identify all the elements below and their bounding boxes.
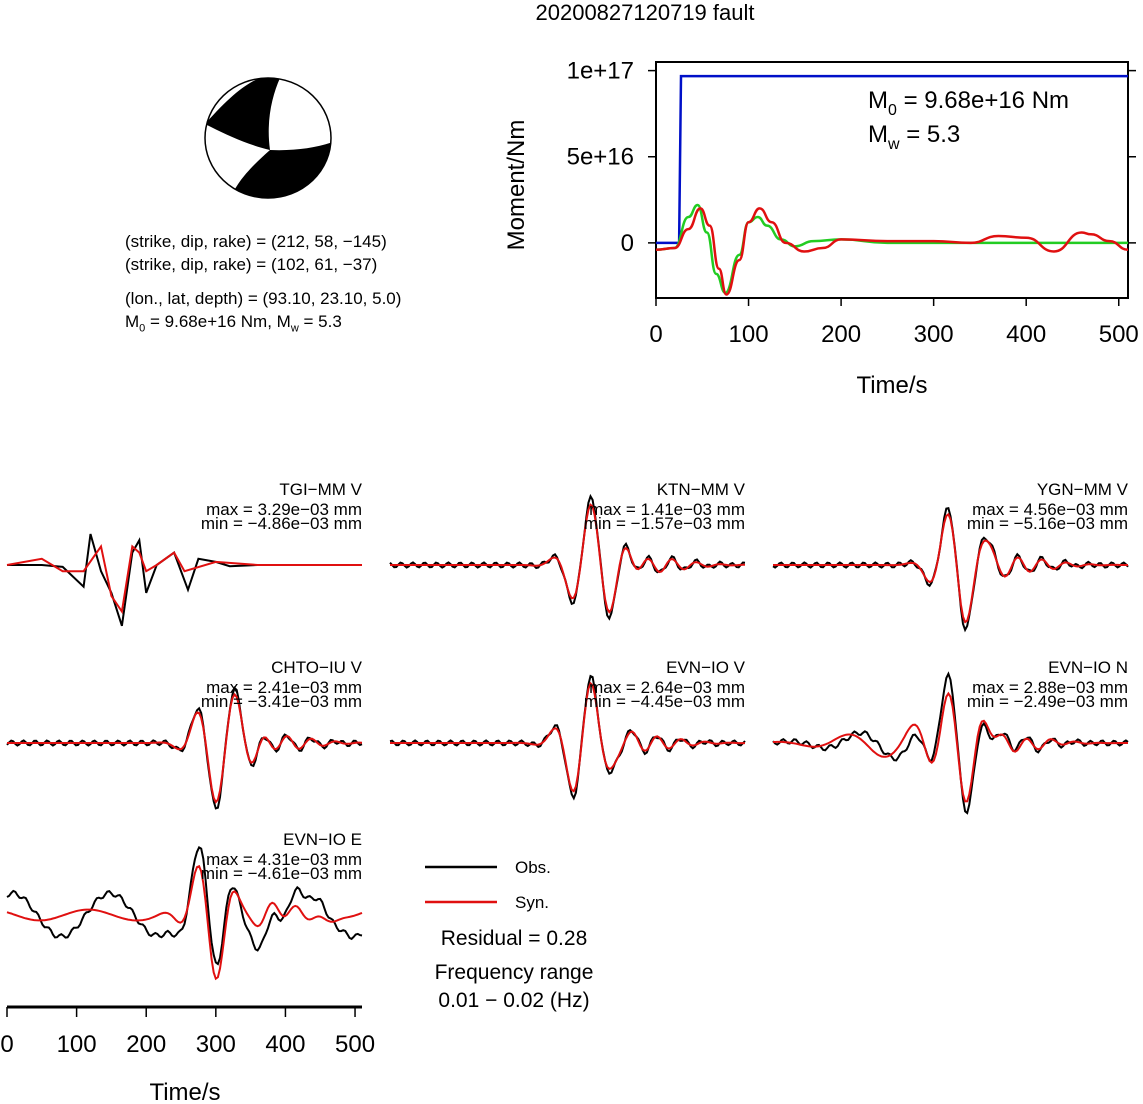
nodal-plane-1: (strike, dip, rake) = (212, 58, −145)	[125, 232, 387, 251]
max-amplitude-label: max = 2.64e−03 mm	[589, 678, 745, 697]
max-amplitude-label: max = 2.41e−03 mm	[206, 678, 362, 697]
mw-annotation: Mw = 5.3	[868, 121, 960, 153]
max-amplitude-label: max = 4.56e−03 mm	[972, 500, 1128, 519]
nodal-plane-2: (strike, dip, rake) = (102, 61, −37)	[125, 255, 378, 274]
synthetic-trace	[7, 692, 363, 804]
y-tick-label: 0	[621, 230, 634, 257]
x-tick-label: 300	[914, 321, 954, 348]
x-tick-label: 500	[1099, 321, 1139, 348]
time-tick-label: 300	[196, 1031, 236, 1058]
m0-subscript: 0	[139, 322, 146, 335]
max-amplitude-label: max = 1.41e−03 mm	[589, 500, 745, 519]
time-axis-label: Time/s	[149, 1079, 220, 1104]
mw-value: = 5.3	[298, 312, 342, 331]
synthetic-trace	[6, 864, 363, 981]
moment-summary: M0 = 9.68e+16 Nm, Mw = 5.3	[125, 313, 342, 337]
x-tick-label: 400	[1006, 321, 1046, 348]
min-amplitude-label: min = −1.57e−03 mm	[584, 514, 745, 533]
min-amplitude-label: min = −4.86e−03 mm	[201, 514, 362, 533]
x-tick-label: 200	[821, 321, 861, 348]
series-stf_red	[655, 207, 1129, 296]
y-tick-label: 1e+17	[567, 58, 634, 85]
focal-mechanism-beachball	[204, 77, 332, 199]
hypocenter-location: (lon., lat, depth) = (93.10, 23.10, 5.0)	[125, 289, 402, 308]
min-amplitude-label: min = −3.41e−03 mm	[201, 692, 362, 711]
series-moment	[656, 74, 1128, 245]
synthetic-trace	[773, 691, 1128, 803]
observed-trace	[772, 507, 1129, 633]
synthetic-trace	[390, 681, 745, 793]
observed-trace	[6, 845, 363, 966]
time-tick-label: 100	[57, 1031, 97, 1058]
min-amplitude-label: min = −2.49e−03 mm	[967, 692, 1128, 711]
residual-label: Residual = 0.28	[441, 927, 588, 950]
observed-trace	[6, 686, 363, 810]
station-label: KTN−MM V	[657, 480, 746, 499]
figure-title: 20200827120719 fault	[535, 0, 755, 25]
x-tick-label: 0	[649, 321, 662, 348]
m0-value: = 9.68e+16 Nm, M	[145, 312, 291, 331]
time-tick-label: 400	[265, 1031, 305, 1058]
synthetic-trace	[6, 543, 362, 615]
synthetic-trace	[390, 503, 745, 614]
station-label: EVN−IO V	[666, 658, 746, 677]
frequency-range-value: 0.01 − 0.02 (Hz)	[438, 989, 589, 1012]
station-label: CHTO−IU V	[271, 658, 363, 677]
max-amplitude-label: max = 2.88e−03 mm	[972, 678, 1128, 697]
min-amplitude-label: min = −4.61e−03 mm	[201, 864, 362, 883]
moment-plot-frame	[655, 61, 1129, 299]
min-amplitude-label: min = −4.45e−03 mm	[584, 692, 745, 711]
time-tick-label: 0	[0, 1031, 13, 1058]
frequency-range-title: Frequency range	[435, 961, 594, 984]
m0-annotation: M0 = 9.68e+16 Nm	[868, 87, 1069, 119]
mw-subscript: w	[290, 322, 299, 335]
x-axis-label: Time/s	[856, 372, 927, 399]
y-axis-label: Moment/Nm	[503, 120, 530, 251]
synthetic-trace	[773, 512, 1128, 624]
max-amplitude-label: max = 3.29e−03 mm	[206, 500, 362, 519]
station-label: YGN−MM V	[1037, 480, 1129, 499]
series-stf_green	[655, 203, 1128, 295]
y-tick-label: 5e+16	[567, 144, 634, 171]
max-amplitude-label: max = 4.31e−03 mm	[206, 850, 362, 869]
observed-trace	[7, 533, 362, 627]
station-label: EVN−IO N	[1048, 658, 1128, 677]
min-amplitude-label: min = −5.16e−03 mm	[967, 514, 1128, 533]
legend-label-observed: Obs.	[515, 858, 551, 877]
x-tick-label: 100	[729, 321, 769, 348]
moment-chart: 0 100 200 300 400 500 0 5e+16 1e+17 Time/s Moment/…	[503, 58, 1139, 399]
time-tick-label: 200	[126, 1031, 166, 1058]
time-tick-label: 500	[335, 1031, 375, 1058]
m0-symbol: M	[125, 312, 140, 331]
station-label: EVN−IO E	[283, 830, 362, 849]
legend-label-synthetic: Syn.	[515, 893, 549, 912]
station-label: TGI−MM V	[279, 480, 362, 499]
